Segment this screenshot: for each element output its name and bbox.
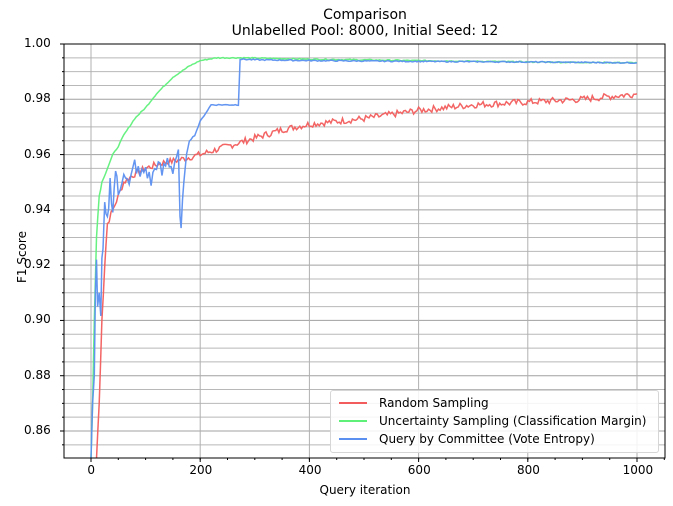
legend-item-uncertainty: Uncertainty Sampling (Classification Mar…: [339, 412, 646, 430]
y-tick-label: 0.94: [24, 201, 51, 216]
legend-swatch-uncertainty: [339, 420, 367, 422]
series-line-2: [90, 57, 638, 458]
series-line-0: [91, 92, 638, 458]
y-tick-label: 0.98: [24, 91, 51, 106]
y-tick-label: 0.88: [24, 367, 51, 382]
y-tick-label: 1.00: [24, 36, 51, 50]
legend-item-random: Random Sampling: [339, 394, 489, 412]
axis-ticks: [60, 43, 665, 462]
legend-label: Uncertainty Sampling (Classification Mar…: [379, 414, 647, 428]
legend-label: Query by Committee (Vote Entropy): [379, 432, 595, 446]
legend-swatch-qbc: [339, 438, 367, 440]
x-tick-label: 0: [87, 463, 96, 477]
chart-title: Comparison: [323, 7, 407, 23]
x-tick-label: 1000: [622, 463, 654, 477]
x-tick-label: 400: [298, 463, 322, 477]
data-lines: [90, 56, 638, 458]
y-tick-label: 0.92: [24, 257, 51, 272]
y-axis-label: F1 Score: [15, 231, 29, 283]
legend-label: Random Sampling: [379, 396, 489, 410]
y-tick-label: 0.96: [24, 146, 51, 161]
x-tick-label: 200: [189, 463, 213, 477]
legend: Random Sampling Uncertainty Sampling (Cl…: [330, 390, 659, 453]
legend-swatch-random: [339, 402, 367, 404]
x-tick-label: 800: [517, 463, 540, 477]
x-tick-label: 600: [407, 463, 431, 477]
x-axis-label: Query iteration: [319, 483, 411, 497]
y-tick-label: 0.90: [24, 312, 51, 327]
y-tick-label: 0.86: [24, 423, 51, 437]
chart-subtitle: Unlabelled Pool: 8000, Initial Seed: 12: [231, 23, 499, 39]
legend-item-qbc: Query by Committee (Vote Entropy): [339, 430, 595, 448]
